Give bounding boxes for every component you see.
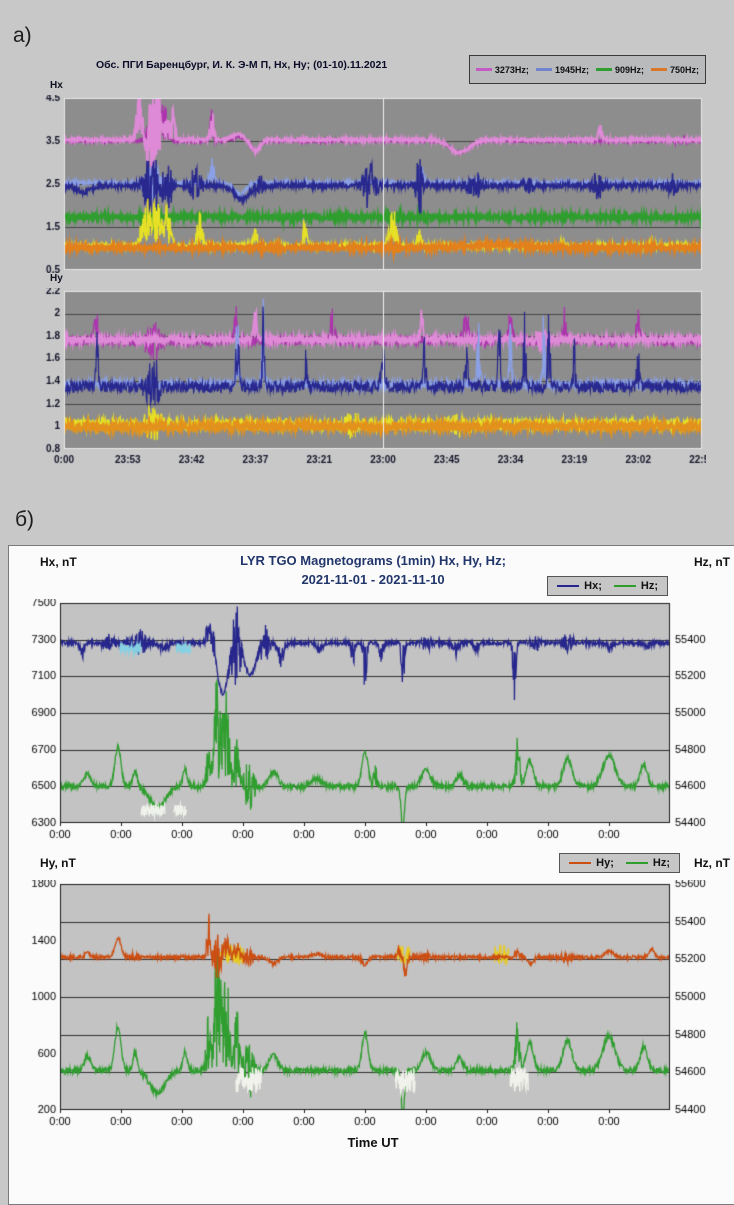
chart-a-legend: 3273Hz; 1945Hz; 909Hz; 750Hz; — [468, 55, 706, 84]
magnetogram-hy-hz-plot — [14, 880, 720, 1132]
legend-item-3273hz: 3273Hz; — [475, 64, 529, 75]
legend-item-1945hz: 1945Hz; — [535, 64, 589, 75]
hy-axis-label: Hy — [50, 273, 63, 284]
legend-line-hz-top-icon — [613, 585, 636, 587]
legend-item-hx: Hx; — [557, 580, 602, 592]
legend-label-hy: Hy; — [596, 857, 614, 869]
magnetogram-title: LYR TGO Magnetograms (1min) Hx, Hy, Hz; … — [14, 552, 732, 590]
lyr-magnetogram-panel: LYR TGO Magnetograms (1min) Hx, Hy, Hz; … — [8, 545, 734, 1205]
magnetogram-title-line2: 2021-11-01 - 2021-11-10 — [301, 571, 445, 587]
legend-label-1945hz: 1945Hz; — [554, 64, 589, 75]
magnetogram-bottom-legend: Hy; Hz; — [559, 853, 680, 873]
hx-axis-label: Hx — [50, 80, 63, 91]
spectra-hx-plot — [30, 95, 706, 273]
legend-line-hy-icon — [569, 862, 592, 864]
time-ut-axis-label: Time UT — [347, 1135, 399, 1150]
legend-item-hy: Hy; — [569, 857, 614, 869]
hy-nt-axis-label: Hy, nT — [40, 856, 76, 870]
panel-b-label: б) — [15, 508, 35, 531]
legend-label-hz-bottom: Hz; — [652, 857, 670, 869]
legend-item-hz-top: Hz; — [613, 580, 658, 592]
magnetogram-top-legend: Hx; Hz; — [547, 576, 668, 596]
legend-line-3273hz-icon — [475, 68, 492, 71]
magnetogram-title-line1: LYR TGO Magnetograms (1min) Hx, Hy, Hz; — [240, 553, 506, 568]
hz-nt-axis-label-top: Hz, nT — [694, 555, 730, 569]
chart-a-title: Обс. ПГИ Баренцбург, И. К. Э-М П, Hx, Hy… — [96, 59, 388, 71]
hz-nt-axis-label-bottom: Hz, nT — [694, 856, 730, 870]
legend-item-909hz: 909Hz; — [595, 64, 644, 75]
legend-line-1945hz-icon — [535, 68, 552, 71]
spectra-hy-plot — [30, 288, 706, 474]
panel-a-label: а) — [13, 24, 32, 47]
legend-line-hx-icon — [557, 585, 580, 587]
legend-label-750hz: 750Hz; — [669, 64, 699, 75]
legend-label-3273hz: 3273Hz; — [494, 64, 529, 75]
magnetogram-bottom-header: Hy, nT Hy; Hz; Hz, nT — [14, 853, 732, 880]
legend-line-750hz-icon — [650, 68, 667, 71]
legend-line-909hz-icon — [595, 68, 612, 71]
chart-a-header: Обс. ПГИ Баренцбург, И. К. Э-М П, Hx, Hy… — [30, 52, 706, 84]
legend-label-hx: Hx; — [584, 580, 602, 592]
hx-nt-axis-label: Hx, nT — [40, 555, 77, 569]
magnetogram-hx-hz-plot — [14, 599, 720, 845]
barentsburg-spectra-chart: Обс. ПГИ Баренцбург, И. К. Э-М П, Hx, Hy… — [30, 52, 706, 474]
legend-label-909hz: 909Hz; — [614, 64, 644, 75]
legend-item-hz-bottom: Hz; — [625, 857, 670, 869]
magnetogram-top-header: LYR TGO Magnetograms (1min) Hx, Hy, Hz; … — [14, 551, 732, 599]
legend-line-hz-bottom-icon — [625, 862, 648, 864]
legend-item-750hz: 750Hz; — [650, 64, 699, 75]
legend-label-hz-top: Hz; — [640, 580, 658, 592]
